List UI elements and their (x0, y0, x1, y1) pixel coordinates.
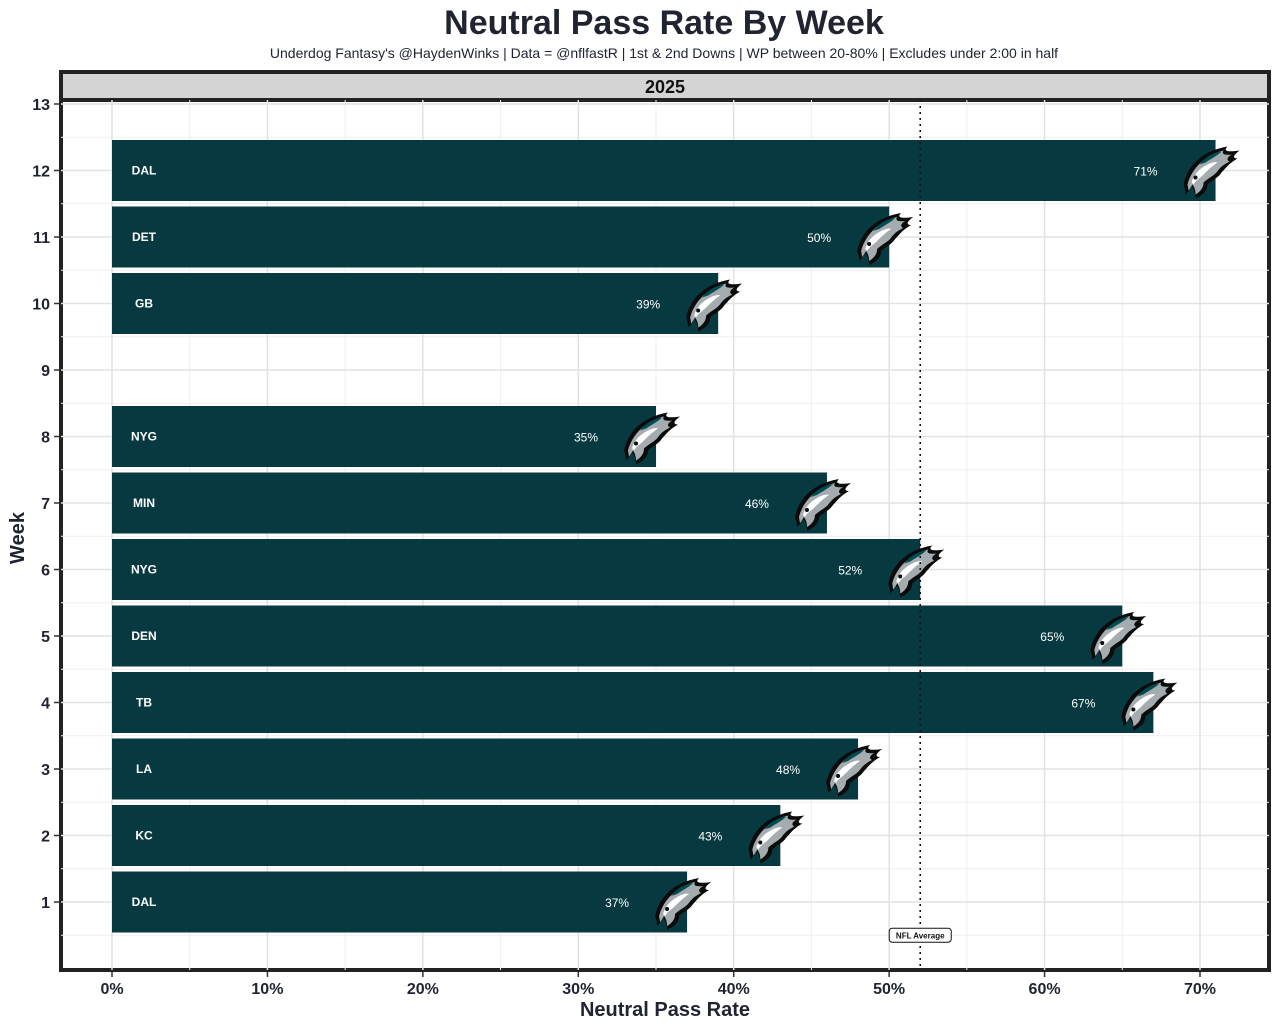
y-tick-label: 13 (32, 97, 50, 114)
bar-week-3 (112, 738, 859, 800)
x-tick-label: 0% (100, 981, 123, 998)
value-label: 50% (807, 231, 831, 245)
bar-week-2 (112, 805, 781, 866)
chart-subtitle: Underdog Fantasy's @HaydenWinks | Data =… (270, 45, 1058, 61)
value-label: 65% (1040, 630, 1064, 644)
x-tick-label: 70% (1184, 981, 1216, 998)
bar-group: DAL 37% KC 43% LA 48% TB 67% DEN 65% NYG 52% MIN 46% N… (112, 140, 1240, 933)
x-tick-label: 60% (1029, 981, 1061, 998)
opponent-label: NYG (131, 430, 157, 444)
value-label: 39% (636, 298, 660, 312)
y-tick-label: 5 (41, 629, 50, 646)
opponent-label: DET (132, 230, 157, 244)
opponent-label: TB (136, 696, 152, 710)
y-tick-label: 1 (41, 895, 50, 912)
value-label: 43% (698, 830, 722, 844)
bar-week-1 (112, 871, 688, 933)
opponent-label: DAL (132, 164, 157, 178)
nfl-average-label-box (888, 927, 952, 943)
bar-week-10 (112, 273, 719, 334)
bar-week-11 (112, 206, 890, 268)
value-label: 52% (838, 564, 862, 578)
bar-week-7 (112, 472, 827, 534)
value-label: 71% (1134, 165, 1158, 179)
bar-week-5 (112, 605, 1123, 667)
y-tick-label: 3 (41, 762, 50, 779)
reference-line-group: NFL Average (888, 100, 952, 970)
x-tick-labels: 0% 10% 20% 30% 40% 50% 60% 70% (100, 972, 1216, 998)
x-tick-label: 20% (407, 981, 439, 998)
opponent-label: DEN (131, 629, 156, 643)
x-axis-title: Neutral Pass Rate (580, 999, 750, 1021)
bar-week-12 (112, 140, 1216, 201)
y-tick-label: 9 (41, 363, 50, 380)
opponent-label: LA (136, 762, 152, 776)
y-axis-title: Week (7, 511, 29, 564)
y-tick-label: 7 (41, 496, 50, 513)
y-tick-label: 6 (41, 563, 50, 580)
opponent-label: MIN (133, 496, 155, 510)
opponent-label: DAL (132, 895, 157, 909)
value-label: 37% (605, 896, 629, 910)
bar-week-4 (112, 672, 1154, 733)
x-tick-label: 30% (562, 981, 594, 998)
chart-title: Neutral Pass Rate By Week (444, 4, 884, 42)
y-tick-label: 10 (32, 297, 50, 314)
y-tick-label: 11 (33, 230, 50, 247)
value-label: 67% (1071, 697, 1095, 711)
bar-week-8 (112, 406, 656, 467)
x-tick-label: 40% (718, 981, 750, 998)
y-tick-label: 12 (32, 164, 50, 181)
value-label: 48% (776, 763, 800, 777)
y-tick-label: 4 (41, 696, 50, 713)
opponent-label: NYG (131, 563, 157, 577)
bar-week-6 (112, 539, 921, 600)
x-tick-label: 50% (873, 981, 905, 998)
opponent-label: GB (135, 297, 153, 311)
value-label: 46% (745, 497, 769, 511)
y-tick-label: 8 (41, 430, 50, 447)
facet-label: 2025 (645, 77, 685, 97)
nfl-average-label: NFL Average (896, 931, 945, 940)
opponent-label: KC (135, 829, 153, 843)
y-tick-label: 2 (41, 829, 50, 846)
x-tick-label: 10% (251, 981, 283, 998)
value-label: 35% (574, 431, 598, 445)
